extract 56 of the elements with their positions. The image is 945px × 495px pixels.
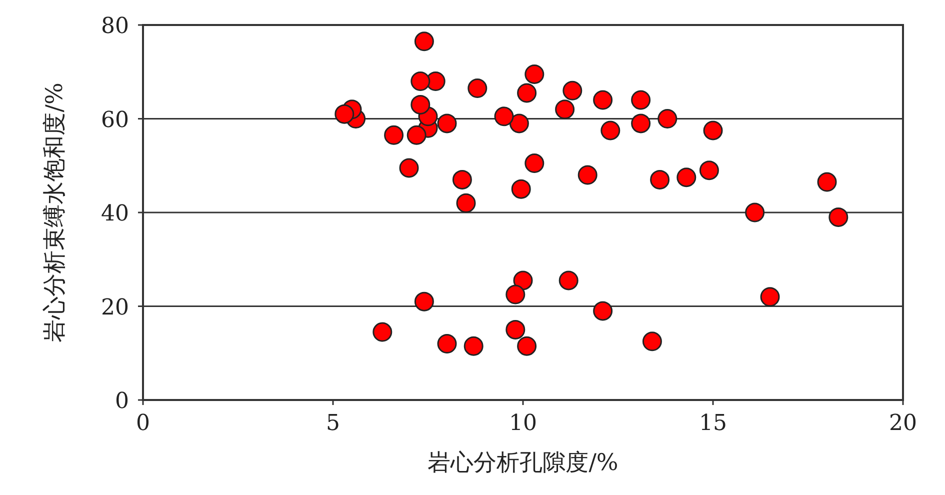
point xyxy=(511,179,531,199)
point xyxy=(414,32,434,52)
point xyxy=(509,114,529,134)
point xyxy=(334,104,354,124)
point xyxy=(464,336,484,356)
point xyxy=(658,109,678,128)
x-tick-label: 20 xyxy=(889,411,917,436)
point xyxy=(524,154,544,174)
x-tick-label: 10 xyxy=(509,411,537,436)
point xyxy=(399,158,419,178)
point xyxy=(631,114,651,134)
y-tick-label: 80 xyxy=(101,14,129,39)
point xyxy=(437,334,457,354)
x-tick-label: 0 xyxy=(136,411,150,436)
point xyxy=(410,94,430,114)
point xyxy=(703,120,723,140)
point xyxy=(593,90,613,110)
point xyxy=(414,292,434,312)
point xyxy=(524,64,544,84)
point xyxy=(517,83,537,103)
point xyxy=(437,114,457,134)
point xyxy=(452,170,472,190)
point xyxy=(555,100,575,120)
point xyxy=(513,270,533,290)
point xyxy=(631,90,651,110)
point xyxy=(468,78,488,98)
point xyxy=(517,336,537,356)
point xyxy=(745,202,765,222)
y-tick-label: 20 xyxy=(101,295,129,320)
point xyxy=(578,165,598,185)
x-tick-label: 15 xyxy=(699,411,727,436)
point xyxy=(828,207,848,227)
point xyxy=(760,287,780,307)
point xyxy=(456,193,476,213)
point xyxy=(817,172,837,192)
point xyxy=(494,106,514,126)
point xyxy=(384,125,404,145)
point xyxy=(593,301,613,321)
point xyxy=(372,322,392,342)
y-tick-label: 40 xyxy=(101,202,129,226)
point xyxy=(506,320,526,340)
point xyxy=(676,168,696,188)
y-axis-title: 岩心分析束缚水饱和度/% xyxy=(42,82,68,342)
point xyxy=(600,120,620,140)
point xyxy=(699,160,719,180)
y-tick-label: 0 xyxy=(115,389,129,414)
point xyxy=(558,270,578,290)
point xyxy=(406,125,426,145)
point xyxy=(410,72,430,91)
point xyxy=(650,170,670,190)
point xyxy=(506,284,526,304)
x-tick-label: 5 xyxy=(326,411,340,436)
point xyxy=(562,80,582,100)
y-tick-label: 60 xyxy=(101,108,129,133)
point xyxy=(642,332,662,352)
x-axis-title: 岩心分析孔隙度/% xyxy=(428,450,618,476)
